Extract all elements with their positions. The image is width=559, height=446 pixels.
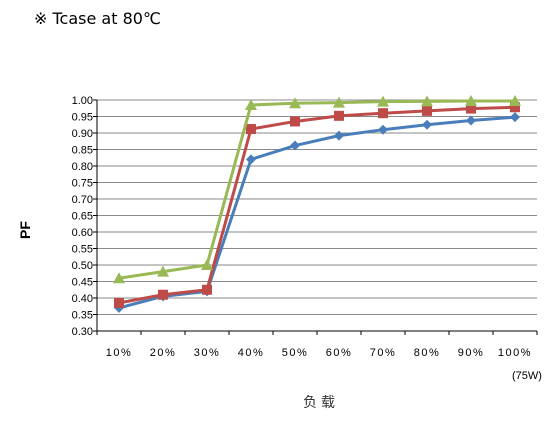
x-tick-label: 30% [194,347,221,359]
square-marker [466,103,476,114]
y-tick-label: 0.60 [72,227,93,239]
triangle-marker [201,259,213,270]
triangle-marker [421,95,433,107]
y-tick-label: 0.85 [72,145,93,157]
diamond-marker [378,124,388,135]
x-unit-note: (75W) [512,370,542,382]
x-tick-label: 50% [282,347,309,359]
y-axis-label: PF [17,221,33,239]
square-marker [334,110,344,121]
series-line-square [118,105,516,305]
x-tick-label: 40% [238,347,265,359]
x-tick-label: 60% [326,347,353,359]
diamond-marker [510,112,520,123]
chart-heading: ※ Tcase at 80℃ [34,9,161,28]
diamond-marker [466,115,476,126]
square-marker [422,105,432,116]
y-tick-label: 0.55 [72,244,93,256]
triangle-marker [333,96,345,108]
triangle-marker [465,94,477,106]
y-tick-label: 1.00 [72,95,93,107]
y-tick-label: 0.75 [72,178,93,190]
x-tick-label: 20% [150,347,177,359]
diamond-marker [290,140,300,151]
y-tick-label: 0.70 [72,194,93,206]
square-marker [158,289,168,300]
axis-layer [93,99,538,335]
triangle-marker [377,95,389,107]
square-marker [290,116,300,127]
series-square [114,102,520,308]
x-tick-label: 80% [414,347,441,359]
diamond-marker [334,130,344,141]
y-tick-label: 0.65 [72,211,93,223]
x-tick-label: 10% [106,347,133,359]
x-tick-label: 90% [458,347,485,359]
series-line-diamond [118,115,516,310]
y-tick-label: 0.50 [72,260,93,272]
y-tick-label: 0.80 [72,161,93,173]
diamond-marker [422,119,432,130]
square-marker [114,297,124,308]
y-tick-label: 0.30 [72,326,93,338]
y-tick-label: 0.35 [72,310,93,322]
x-tick-label: 70% [370,347,397,359]
y-tick-label: 0.95 [72,112,93,124]
x-tick-label: 100% [498,347,532,359]
series-triangle [113,94,521,284]
y-tick-label: 0.45 [72,277,93,289]
triangle-marker [157,265,169,277]
y-tick-label: 0.90 [72,128,93,140]
square-marker [510,102,520,113]
x-axis-label: 负载 [303,395,339,411]
triangle-marker [245,98,257,110]
series-diamond [114,112,520,313]
triangle-marker [113,272,125,284]
triangle-marker [509,94,521,106]
triangle-marker [289,97,301,109]
square-marker [378,108,388,119]
square-marker [246,124,256,135]
series-line-triangle [118,99,515,280]
label-layer: 0.30 0.35 0.40 0.45 0.50 0.55 0.60 0.65 0.70 0.75… [72,95,532,359]
y-tick-label: 0.40 [72,293,93,305]
diamond-marker [246,154,256,165]
square-marker [202,284,212,295]
series-layer [113,94,521,313]
